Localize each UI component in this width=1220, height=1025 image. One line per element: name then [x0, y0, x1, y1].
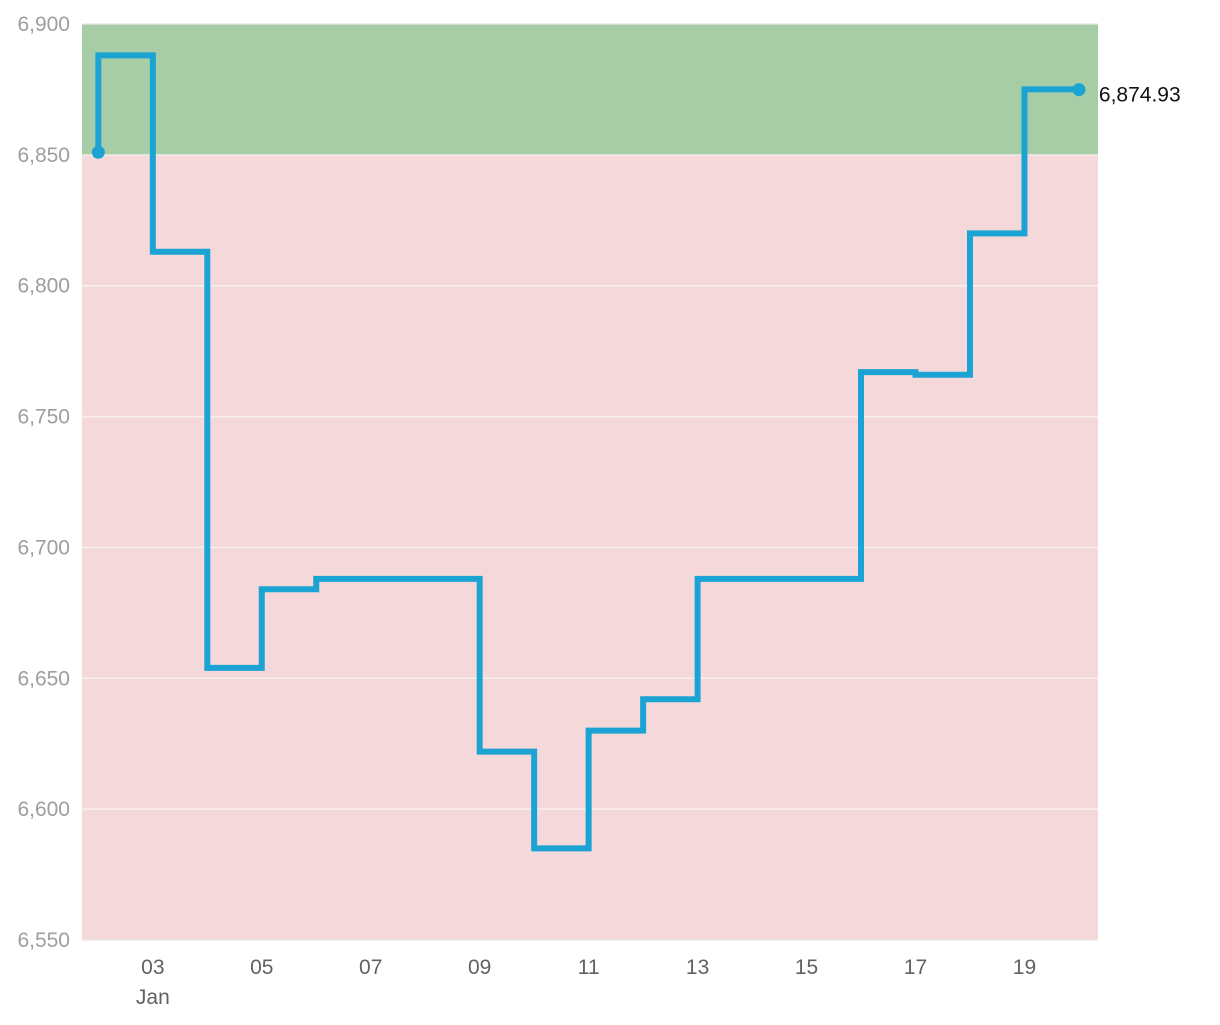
x-tick-label: 07: [359, 956, 382, 979]
x-tick-label: 11: [578, 956, 600, 979]
y-tick-label: 6,700: [17, 536, 70, 559]
x-tick-sublabel: Jan: [136, 986, 170, 1009]
y-tick-label: 6,600: [17, 798, 70, 821]
series-start-point: [91, 145, 105, 159]
last-value-label: 6,874.93: [1099, 84, 1181, 107]
x-tick-label: 03: [141, 956, 164, 979]
x-tick-label: 09: [468, 956, 491, 979]
x-tick-label: 15: [795, 956, 818, 979]
threshold-band-1: [82, 24, 1098, 155]
y-tick-label: 6,550: [17, 929, 70, 952]
y-tick-label: 6,800: [17, 275, 70, 298]
y-tick-label: 6,850: [17, 144, 70, 167]
series-end-point: [1072, 83, 1086, 97]
x-tick-label: 17: [904, 956, 927, 979]
y-tick-label: 6,750: [17, 406, 70, 429]
series-step-line: [95, 52, 1079, 852]
x-tick-label: 13: [686, 956, 709, 979]
x-tick-label: 19: [1013, 956, 1036, 979]
x-tick-label: 05: [250, 956, 273, 979]
y-tick-label: 6,650: [17, 667, 70, 690]
y-tick-label: 6,900: [17, 13, 70, 36]
